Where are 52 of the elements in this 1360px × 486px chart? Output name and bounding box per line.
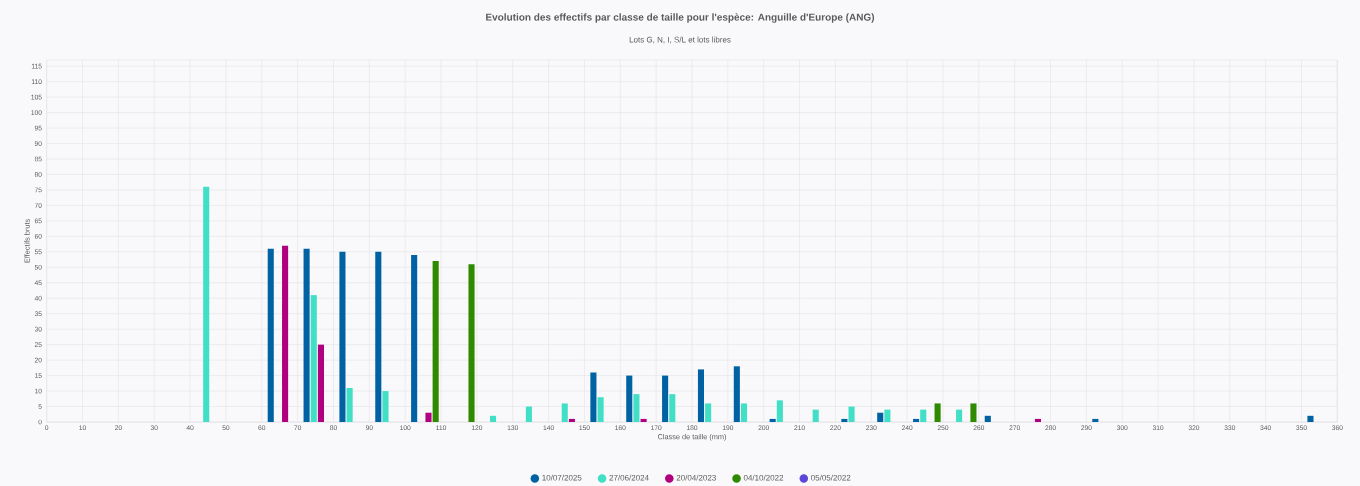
bar	[841, 418, 848, 422]
bar	[640, 418, 647, 422]
bar	[346, 387, 353, 422]
bar	[590, 372, 597, 422]
bar	[411, 254, 418, 422]
bar	[1034, 418, 1042, 422]
bar	[733, 366, 740, 422]
bar	[877, 412, 884, 422]
bar	[568, 418, 575, 422]
bar	[956, 409, 963, 422]
bar	[848, 406, 855, 422]
bar	[776, 400, 783, 422]
bar	[597, 397, 604, 422]
bar	[303, 248, 310, 422]
bar	[375, 251, 382, 422]
bar	[561, 403, 568, 422]
bar	[432, 261, 439, 422]
bar	[626, 375, 633, 422]
bar	[382, 391, 389, 422]
bar	[310, 295, 317, 422]
bar	[468, 264, 475, 422]
chart-subtitle: Lots G, N, I, S/L et lots libres	[629, 36, 731, 44]
bar	[525, 406, 532, 422]
bar	[697, 369, 705, 422]
chart-title: Evolution des effectifs par classe de taille pour l'espèce: Anguille d'Europe (ANG)	[486, 13, 875, 23]
bar	[203, 186, 210, 422]
bar	[633, 394, 640, 422]
legend-label: 10/07/2025	[542, 474, 582, 481]
bar	[920, 409, 927, 422]
bar	[884, 409, 891, 422]
bar	[812, 409, 819, 422]
legend-label: 05/05/2022	[811, 474, 851, 481]
bar	[425, 412, 432, 422]
bar	[1307, 415, 1314, 422]
bar	[267, 248, 274, 422]
bar	[1092, 418, 1099, 422]
bar	[913, 418, 920, 422]
bar	[669, 394, 676, 422]
legend-label: 27/06/2024	[609, 474, 649, 481]
bar	[705, 403, 712, 422]
bar	[740, 403, 748, 422]
bar	[317, 344, 324, 422]
bar	[662, 375, 669, 422]
bar	[339, 251, 346, 422]
legend-label: 04/10/2022	[743, 474, 784, 481]
bar	[970, 403, 977, 422]
bar	[984, 415, 991, 422]
bar	[934, 403, 941, 422]
bar	[769, 418, 776, 422]
bar	[282, 245, 289, 422]
bar	[489, 415, 497, 422]
legend-label: 20/04/2023	[676, 474, 716, 481]
